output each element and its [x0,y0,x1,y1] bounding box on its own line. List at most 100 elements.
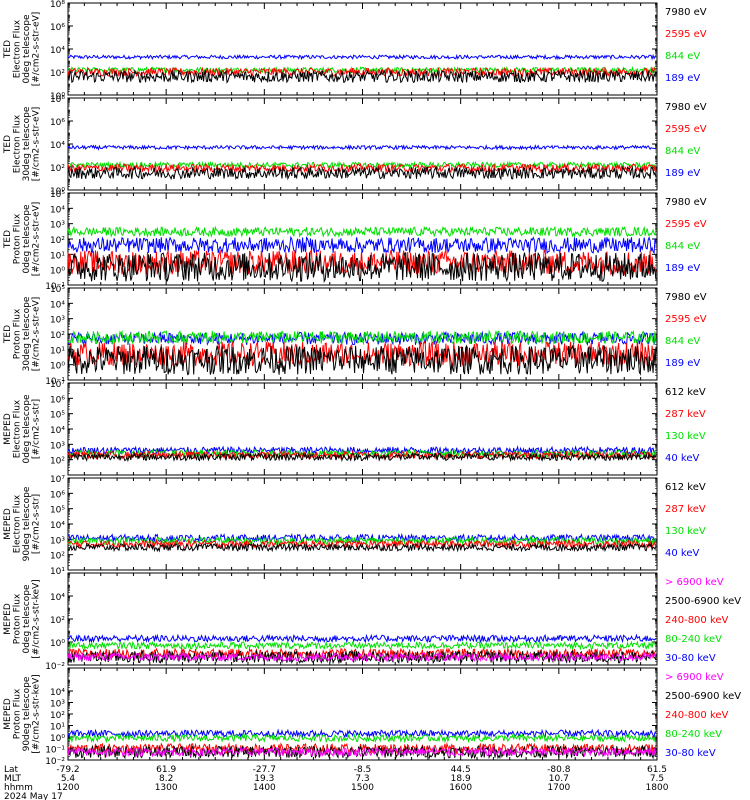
y-tick-label: 10⁰ [50,267,65,277]
series-line [67,252,657,283]
y-axis-label-line: Electron Flux [13,399,23,458]
y-tick-label: 10⁴ [50,521,65,531]
y-tick-label: 10² [50,236,65,246]
y-tick-label: 10⁴ [50,46,65,56]
series-line [67,746,657,758]
y-axis-label-line: Proton Flux [13,213,23,264]
legend-entry: 2595 eV [665,314,707,325]
legend-entry: 844 eV [665,336,700,347]
series-line [67,165,657,181]
y-axis-label-line: 0deg telescope [22,14,32,84]
legend-entry: 287 keV [665,504,706,515]
panel-2: 10⁰ 10² 10⁴ 10⁶ 10⁸ TEDElectron Flux30deg tel… [3,95,707,197]
y-tick-label: 10³ [50,221,65,231]
y-tick-label: 10² [50,711,65,721]
mlt-tick-label: 8.2 [159,774,173,784]
legend-entry: 40 keV [665,548,699,559]
y-tick-label: 10⁰ [50,187,65,197]
y-tick-label: 10⁴ [50,593,65,603]
y-axis-label-line: 90deg telescope [22,486,32,561]
y-tick-label: 10⁵ [50,411,65,421]
y-tick-label: 10¹ [50,723,65,733]
y-axis-label-line: TED [3,135,13,154]
y-axis-label-line: MEPED [3,698,13,730]
series-line [67,538,657,550]
y-tick-label: 10⁻² [45,757,65,767]
series-line [67,651,657,663]
series-line [67,633,657,644]
x-axis-row-label: Lat [4,765,19,775]
panel-3: 10⁻¹ 10⁰ 10¹ 10² 10³ 10⁴ 10⁵ TEDProton Flux0deg… [3,190,707,292]
legend-entry: > 6900 keV [665,577,724,588]
hhmm-tick-label: 1200 [57,783,80,793]
y-axis-label-line: Proton Flux [13,593,23,644]
y-tick-label: 10² [50,331,65,341]
y-axis-label-line: 0deg telescope [22,584,32,654]
y-tick-label: 10⁴ [50,426,65,436]
y-tick-label: 10⁷ [50,475,65,485]
legend-entry: 287 keV [665,409,706,420]
panel-6: 10¹ 10² 10³ 10⁴ 10⁵ 10⁶ 10⁷ MEPEDElectron Flux9… [3,475,706,577]
y-tick-label: 10³ [50,700,65,710]
panel-5: 10² 10³ 10⁴ 10⁵ 10⁶ 10⁷ MEPEDElectron Flux0deg… [3,380,706,476]
legend-entry: 189 eV [665,168,700,179]
y-tick-label: 10¹ [50,346,65,356]
y-axis-label: TEDElectron Flux30deg telescope[#/cm2-s-… [3,106,42,181]
legend-entry: 80-240 keV [665,634,722,645]
panel-7: 10⁻² 10⁰ 10² 10⁴ MEPEDProton Flux0deg telesc… [3,572,741,672]
y-axis-label: TEDProton Flux30deg telescope[#/cm2-s-st… [3,296,42,371]
series-line [67,640,657,651]
panel-frame [67,477,658,571]
panel-1: 10⁰ 10² 10⁴ 10⁶ 10⁸ TEDElectron Flux0deg tele… [3,0,707,102]
mlt-tick-label: 7.3 [355,774,369,784]
y-tick-label: 10⁰ [50,362,65,372]
y-axis-label-line: MEPED [3,508,13,540]
y-tick-label: 10⁵ [50,190,65,200]
legend-entry: 844 eV [665,51,700,62]
y-axis-label-line: Electron Flux [13,19,23,78]
mlt-tick-label: 19.3 [254,774,274,784]
series-line [67,69,657,84]
y-axis-label-line: [#/cm2-s-str-eV] [32,12,42,87]
legend-entry: 189 eV [665,263,700,274]
y-tick-label: 10⁵ [50,285,65,295]
series-line [67,225,657,239]
legend-entry: 844 eV [665,146,700,157]
legend-entry: > 6900 keV [665,672,724,683]
series-line [67,728,656,739]
legend-entry: 7980 eV [665,102,707,113]
y-axis-label-line: TED [3,325,13,344]
y-tick-label: 10⁻¹ [45,746,65,756]
y-axis-label-line: MEPED [3,413,13,445]
x-axis-row-label: MLT [4,774,22,784]
y-axis-label-line: [#/cm2-s-str-eV] [32,202,42,277]
series-line [67,144,657,151]
legend-entry: 7980 eV [665,197,707,208]
x-axis-row-label: hhmm [4,783,33,793]
y-axis-label-line: [#/cm2-s-str] [32,399,42,459]
y-tick-label: 10² [50,552,65,562]
series-line [67,66,657,78]
y-tick-label: 10⁶ [50,23,65,33]
series-line [67,451,657,463]
y-axis-label-line: 90deg telescope [22,676,32,751]
y-tick-label: 10⁻¹ [45,377,65,387]
panel-frame [67,572,658,666]
hhmm-tick-label: 1500 [351,783,374,793]
hhmm-tick-label: 1700 [547,783,570,793]
series-line [68,732,657,744]
y-tick-label: 10⁰ [50,639,65,649]
y-axis-label-line: TED [3,40,13,59]
y-tick-label: 10⁰ [50,734,65,744]
y-axis-label-line: Electron Flux [13,114,23,173]
hhmm-tick-label: 1800 [646,783,669,793]
y-axis-label: TEDElectron Flux0deg telescope[#/cm2-s-s… [3,12,42,87]
y-axis-label-line: [#/cm2-s-str-eV] [32,107,42,182]
y-axis-label: MEPEDElectron Flux0deg telescope[#/cm2-s… [3,394,42,464]
lat-tick-label: -27.7 [253,765,276,775]
lat-tick-label: 44.5 [451,765,471,775]
y-tick-label: 10⁴ [50,205,65,215]
y-tick-label: 10² [50,457,65,467]
series-line [67,344,657,376]
legend-entry: 80-240 keV [665,729,722,740]
